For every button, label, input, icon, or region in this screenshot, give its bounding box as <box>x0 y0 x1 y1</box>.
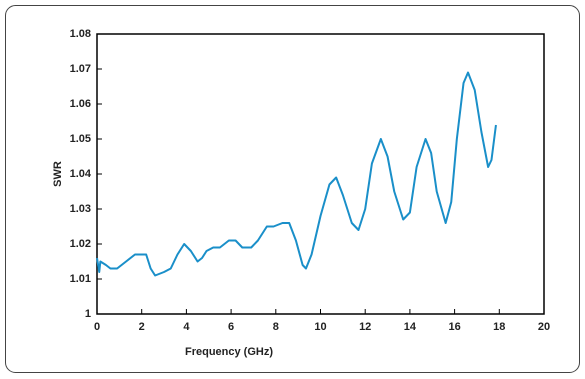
x-axis-label: Frequency (GHz) <box>185 346 273 358</box>
y-tick-label: 1.02 <box>70 238 91 250</box>
y-tick-label: 1.06 <box>70 98 91 110</box>
y-tick-label: 1.01 <box>70 273 91 285</box>
y-tick-label: 1 <box>85 308 91 320</box>
y-tick-label: 1.08 <box>70 28 91 40</box>
x-tick-label: 10 <box>314 321 326 333</box>
y-tick-label: 1.04 <box>70 168 92 180</box>
x-tick-label: 8 <box>273 321 279 333</box>
x-tick-label: 6 <box>228 321 234 333</box>
x-tick-label: 0 <box>94 321 100 333</box>
y-tick-label: 1.07 <box>70 63 91 75</box>
data-line <box>96 71 497 277</box>
x-tick-label: 12 <box>359 321 371 333</box>
x-tick-label: 18 <box>493 321 505 333</box>
x-tick-label: 16 <box>448 321 460 333</box>
y-tick-label: 1.03 <box>70 203 91 215</box>
frame <box>5 5 580 373</box>
y-axis-label: SWR <box>52 161 64 187</box>
x-tick-label: 14 <box>404 321 417 333</box>
y-tick-label: 1.05 <box>70 133 91 145</box>
x-tick-label: 20 <box>538 321 550 333</box>
x-tick-label: 4 <box>183 321 190 333</box>
x-tick-label: 2 <box>139 321 145 333</box>
